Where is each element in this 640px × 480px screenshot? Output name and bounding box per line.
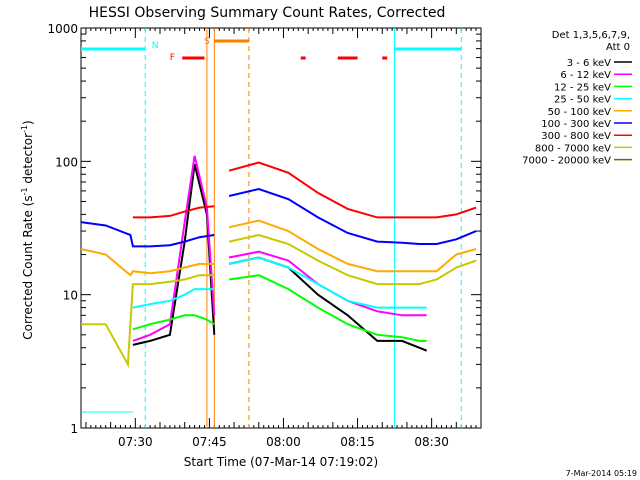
chart-title: HESSI Observing Summary Count Rates, Cor… <box>89 5 446 21</box>
plot-timestamp: 7-Mar-2014 05:19 <box>566 469 637 478</box>
y-tick-label: 1000 <box>47 22 78 36</box>
x-tick-label: 08:15 <box>340 435 375 449</box>
legend-label: 7000 - 20000 keV <box>522 156 611 167</box>
y-tick-label: 1 <box>70 422 78 436</box>
x-tick-label: 08:30 <box>414 435 449 449</box>
legend-label: 300 - 800 keV <box>541 131 611 142</box>
series-line <box>80 187 477 248</box>
x-tick-label: 07:30 <box>118 435 153 449</box>
series-line <box>80 219 477 277</box>
legend-label: 800 - 7000 keV <box>535 143 611 154</box>
legend-label: 12 - 25 keV <box>554 82 611 93</box>
plot-frame <box>80 27 482 429</box>
y-axis-label: Corrected Count Rate (s-1 detector-1) <box>20 120 35 339</box>
y-label-sup2: -1 <box>20 125 29 133</box>
state-bands: N S F <box>81 28 462 428</box>
y-label-mid: detector <box>21 133 35 188</box>
legend-label: 25 - 50 keV <box>554 95 611 106</box>
legend-header-att: Att 0 <box>606 42 630 53</box>
flare-flag: F <box>170 53 175 63</box>
legend-label: 100 - 300 keV <box>541 119 611 130</box>
series-line <box>81 233 477 368</box>
series-line <box>132 161 477 219</box>
legend-label: 3 - 6 keV <box>567 58 611 69</box>
series-line <box>132 155 427 342</box>
y-label-sup1: -1 <box>20 187 29 195</box>
legend-label: 6 - 12 keV <box>560 70 611 81</box>
x-tick-label: 08:00 <box>266 435 301 449</box>
legend-header-det: Det 1,3,5,6,7,9, <box>552 30 630 41</box>
y-axis: 1 10 100 1000 <box>47 22 481 436</box>
series-line <box>132 256 427 309</box>
series-line <box>132 274 427 342</box>
night-flag: N <box>152 41 159 51</box>
x-axis-label: Start Time (07-Mar-14 07:19:02) <box>184 455 378 469</box>
y-label-main: Corrected Count Rate (s <box>21 195 35 339</box>
saa-flag: S <box>204 37 210 47</box>
legend-label: 50 - 100 keV <box>548 107 612 118</box>
y-tick-label: 100 <box>55 155 78 169</box>
y-label-end: ) <box>21 120 35 125</box>
x-axis: 07:30 07:45 08:00 08:15 08:30 <box>85 28 477 449</box>
y-tick-label: 10 <box>63 289 78 303</box>
x-tick-label: 07:45 <box>192 435 227 449</box>
series-group <box>80 155 477 368</box>
